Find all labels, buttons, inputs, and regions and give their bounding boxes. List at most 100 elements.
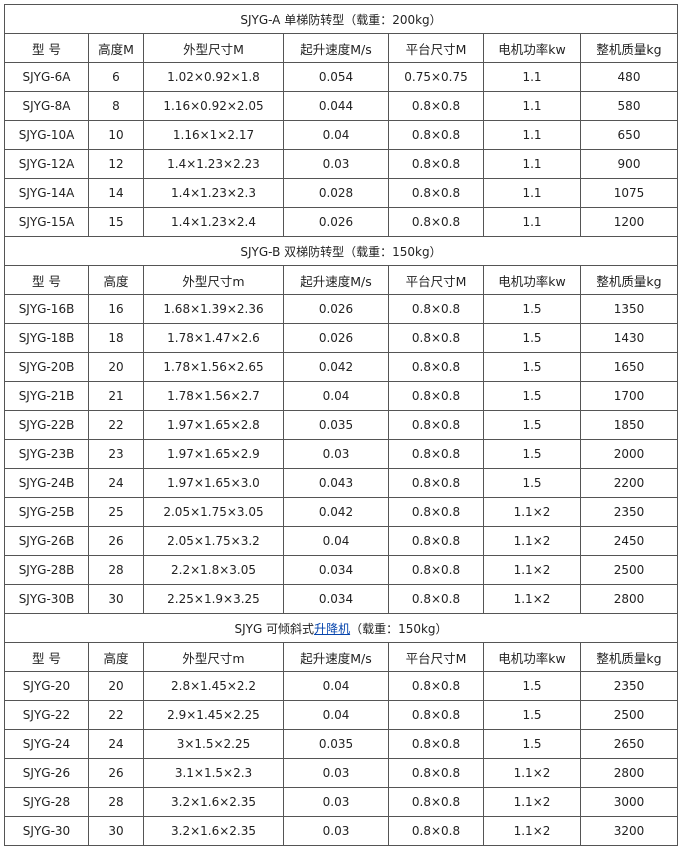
section-title-link[interactable]: 升降机 bbox=[314, 621, 351, 636]
table-cell: 1.78×1.56×2.65 bbox=[143, 352, 284, 382]
table-cell: 0.054 bbox=[283, 62, 389, 92]
table-cell: 1.1×2 bbox=[483, 555, 581, 585]
table-cell: 6 bbox=[88, 62, 144, 92]
table-cell: 3200 bbox=[579, 816, 679, 846]
table-cell: 0.026 bbox=[283, 294, 389, 324]
table-row: SJYG-18B 18 1.78×1.47×2.6 0.026 0.8×0.8 1.5 14… bbox=[4, 323, 679, 353]
table-cell: 1.5 bbox=[483, 294, 581, 324]
table-cell: 2000 bbox=[579, 439, 679, 469]
column-header: 整机质量kg bbox=[579, 642, 679, 672]
table-cell: SJYG-28B bbox=[4, 555, 89, 585]
table-cell: 0.8×0.8 bbox=[388, 381, 484, 411]
table-cell: 0.8×0.8 bbox=[388, 526, 484, 556]
table-row: SJYG-23B 23 1.97×1.65×2.9 0.03 0.8×0.8 1.5 200… bbox=[4, 439, 679, 469]
table-cell: 24 bbox=[88, 729, 144, 759]
table-cell: 3.2×1.6×2.35 bbox=[143, 816, 284, 846]
column-header: 平台尺寸M bbox=[388, 265, 484, 295]
table-cell: 2350 bbox=[579, 497, 679, 527]
table-cell: SJYG-16B bbox=[4, 294, 89, 324]
table-cell: 0.04 bbox=[283, 526, 389, 556]
table-row: SJYG-30B 30 2.25×1.9×3.25 0.034 0.8×0.8 1.1×2… bbox=[4, 584, 679, 614]
table-cell: 2800 bbox=[579, 584, 679, 614]
table-cell: 1430 bbox=[579, 323, 679, 353]
column-header: 平台尺寸M bbox=[388, 642, 484, 672]
table-cell: 0.8×0.8 bbox=[388, 439, 484, 469]
table-cell: 2800 bbox=[579, 758, 679, 788]
table-cell: 1.4×1.23×2.4 bbox=[143, 207, 284, 237]
table-cell: SJYG-30 bbox=[4, 816, 89, 846]
section-title-text: SJYG-A 单梯防转型（载重：200kg） bbox=[240, 12, 442, 27]
table-cell: 1350 bbox=[579, 294, 679, 324]
table-cell: SJYG-12A bbox=[4, 149, 89, 179]
table-cell: 0.8×0.8 bbox=[388, 555, 484, 585]
table-cell: 1.1×2 bbox=[483, 584, 581, 614]
table-cell: SJYG-26B bbox=[4, 526, 89, 556]
table-row: SJYG-20 20 2.8×1.45×2.2 0.04 0.8×0.8 1.5 2350 bbox=[4, 671, 679, 701]
table-cell: 2.9×1.45×2.25 bbox=[143, 700, 284, 730]
table-cell: 1075 bbox=[579, 178, 679, 208]
table-cell: 0.04 bbox=[283, 671, 389, 701]
section-title-row: SJYG-B 双梯防转型（载重：150kg） bbox=[3, 236, 679, 266]
table-cell: 0.75×0.75 bbox=[388, 62, 484, 92]
table-cell: 21 bbox=[88, 381, 144, 411]
table-cell: SJYG-25B bbox=[4, 497, 89, 527]
table-cell: 0.03 bbox=[283, 439, 389, 469]
table-cell: 0.8×0.8 bbox=[388, 497, 484, 527]
table-cell: SJYG-6A bbox=[4, 62, 89, 92]
table-cell: 1.78×1.56×2.7 bbox=[143, 381, 284, 411]
table-cell: SJYG-10A bbox=[4, 120, 89, 150]
table-row: SJYG-14A 14 1.4×1.23×2.3 0.028 0.8×0.8 1.1 107… bbox=[4, 178, 679, 208]
column-header: 平台尺寸M bbox=[388, 33, 484, 63]
table-row: SJYG-20B 20 1.78×1.56×2.65 0.042 0.8×0.8 1.5 1… bbox=[4, 352, 679, 382]
column-header: 电机功率kw bbox=[483, 33, 581, 63]
table-cell: 1.5 bbox=[483, 700, 581, 730]
table-cell: 2.8×1.45×2.2 bbox=[143, 671, 284, 701]
table-cell: 3.2×1.6×2.35 bbox=[143, 787, 284, 817]
table-cell: 0.035 bbox=[283, 729, 389, 759]
column-header: 外型尺寸m bbox=[143, 642, 284, 672]
table-cell: 1.1×2 bbox=[483, 758, 581, 788]
table-cell: 650 bbox=[579, 120, 679, 150]
table-row: SJYG-25B 25 2.05×1.75×3.05 0.042 0.8×0.8 1.1×… bbox=[4, 497, 679, 527]
section-title: SJYG 可倾斜式升降机（载重：150kg） bbox=[3, 613, 679, 643]
column-header: 整机质量kg bbox=[579, 265, 679, 295]
table-cell: 1.1 bbox=[483, 149, 581, 179]
table-cell: 1.4×1.23×2.23 bbox=[143, 149, 284, 179]
table-cell: 0.8×0.8 bbox=[388, 729, 484, 759]
table-row: SJYG-21B 21 1.78×1.56×2.7 0.04 0.8×0.8 1.5 170… bbox=[4, 381, 679, 411]
table-row: SJYG-28 28 3.2×1.6×2.35 0.03 0.8×0.8 1.1×2 300… bbox=[4, 787, 679, 817]
table-cell: 2450 bbox=[579, 526, 679, 556]
table-cell: 0.026 bbox=[283, 207, 389, 237]
column-header: 起升速度M/s bbox=[283, 265, 389, 295]
table-row: SJYG-26B 26 2.05×1.75×3.2 0.04 0.8×0.8 1.1×2 2… bbox=[4, 526, 679, 556]
table-cell: 0.8×0.8 bbox=[388, 323, 484, 353]
table-row: SJYG-12A 12 1.4×1.23×2.23 0.03 0.8×0.8 1.1 900 bbox=[4, 149, 679, 179]
table-cell: SJYG-20B bbox=[4, 352, 89, 382]
table-cell: 0.028 bbox=[283, 178, 389, 208]
table-cell: 3×1.5×2.25 bbox=[143, 729, 284, 759]
table-cell: 18 bbox=[88, 323, 144, 353]
table-cell: 8 bbox=[88, 91, 144, 121]
table-cell: 16 bbox=[88, 294, 144, 324]
column-header: 型 号 bbox=[4, 33, 89, 63]
table-cell: SJYG-14A bbox=[4, 178, 89, 208]
table-cell: 1.02×0.92×1.8 bbox=[143, 62, 284, 92]
table-cell: 2650 bbox=[579, 729, 679, 759]
table-cell: 1.5 bbox=[483, 381, 581, 411]
table-cell: 1.1×2 bbox=[483, 497, 581, 527]
table-cell: 1.5 bbox=[483, 671, 581, 701]
section-title-text: SJYG-B 双梯防转型（载重：150kg） bbox=[240, 244, 442, 259]
table-cell: SJYG-30B bbox=[4, 584, 89, 614]
header-row: 型 号高度 外型尺寸m 起升速度M/s 平台尺寸M 电机功率kw 整机质量kg bbox=[4, 265, 679, 295]
table-cell: 0.03 bbox=[283, 149, 389, 179]
table-cell: 0.8×0.8 bbox=[388, 758, 484, 788]
table-cell: 0.034 bbox=[283, 555, 389, 585]
table-cell: 1.16×0.92×2.05 bbox=[143, 91, 284, 121]
table-cell: 0.043 bbox=[283, 468, 389, 498]
table-cell: 0.034 bbox=[283, 584, 389, 614]
table-cell: 26 bbox=[88, 758, 144, 788]
table-cell: 0.044 bbox=[283, 91, 389, 121]
table-cell: 24 bbox=[88, 468, 144, 498]
section-title: SJYG-A 单梯防转型（载重：200kg） bbox=[3, 4, 679, 34]
table-cell: 1.5 bbox=[483, 468, 581, 498]
